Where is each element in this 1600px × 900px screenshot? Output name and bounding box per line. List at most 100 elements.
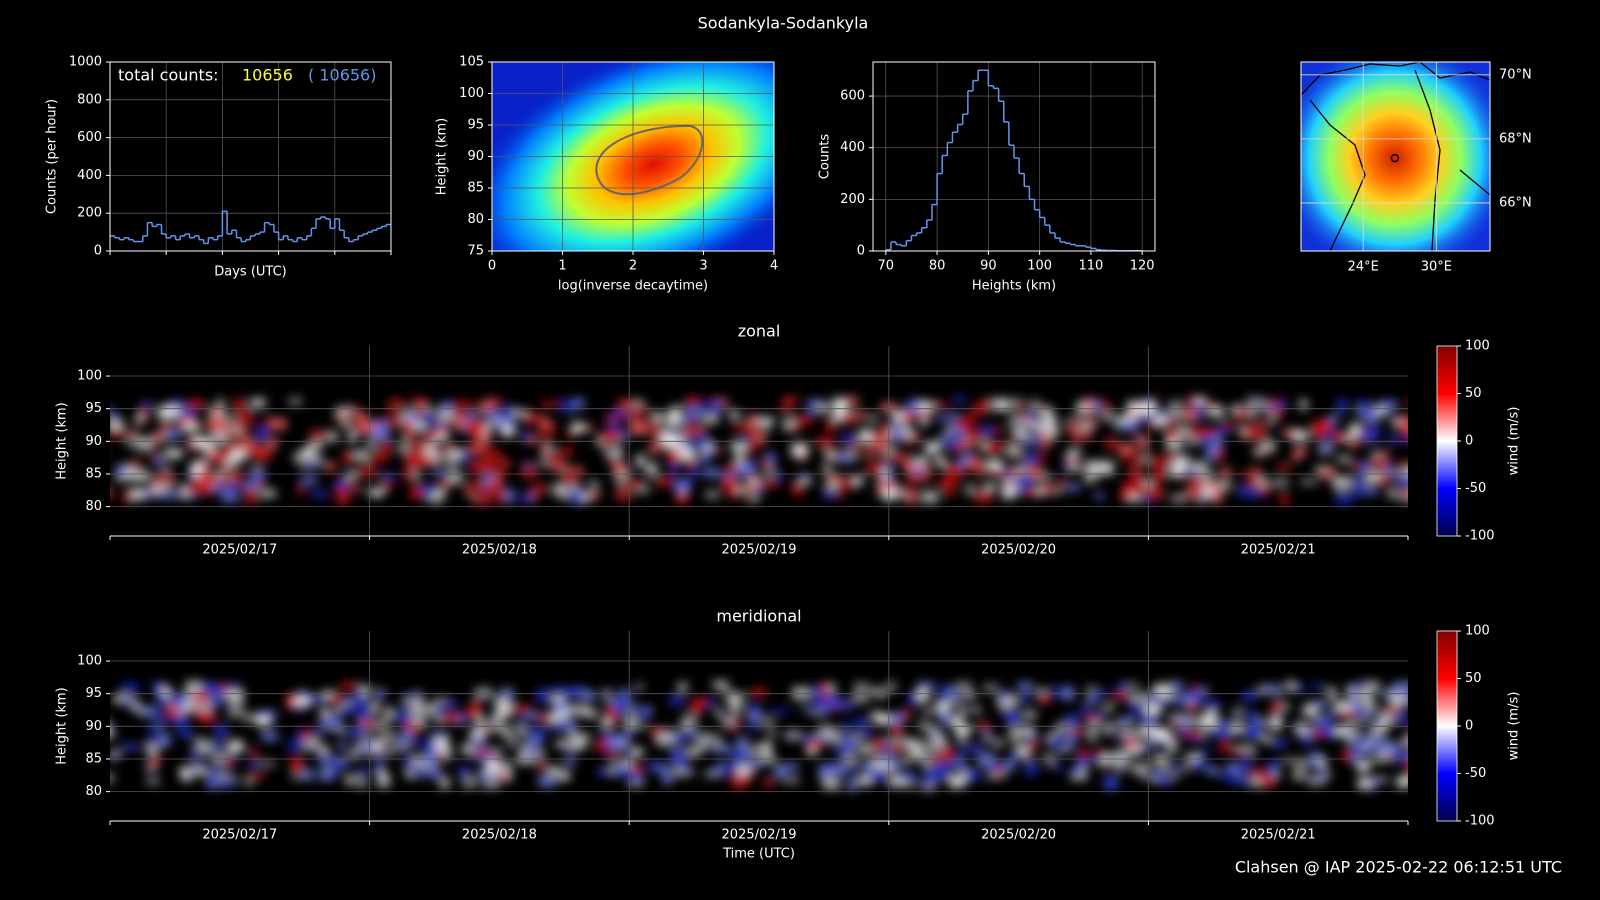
wind-cell (406, 765, 419, 772)
wind-cell (157, 685, 171, 697)
wind-cell (475, 749, 492, 756)
wind-cell (160, 422, 172, 431)
wind-cell (585, 708, 597, 719)
wind-cell (482, 473, 494, 488)
wind-cell (827, 484, 836, 493)
wind-cell (602, 447, 621, 456)
wind-cell (1369, 723, 1385, 735)
wind-cell (1244, 729, 1261, 739)
wind-cell (1024, 711, 1037, 719)
wind-cell (484, 417, 498, 429)
wind-cell (198, 712, 210, 723)
wind-cell (464, 412, 476, 424)
wind-cell (202, 474, 211, 486)
wind-cell (746, 702, 759, 715)
wind-cell (846, 733, 864, 741)
wind-cell (423, 411, 436, 426)
wind-cell (482, 778, 500, 789)
wind-cell (1098, 461, 1114, 475)
wind-cell (872, 459, 883, 473)
wind-cell (1307, 775, 1326, 786)
wind-cell (690, 703, 703, 714)
wind-cell (1139, 452, 1151, 466)
wind-cell (1240, 692, 1255, 702)
wind-cell (1006, 445, 1023, 458)
wind-cell (1216, 424, 1231, 435)
wind-cell (960, 419, 973, 433)
wind-cell (856, 717, 869, 729)
wind-cell (342, 450, 353, 464)
wind-cell (916, 682, 935, 689)
wind-cell (192, 702, 211, 713)
wind-cell (146, 778, 160, 785)
wind-cell (558, 464, 570, 474)
wind-cell (855, 412, 867, 419)
wind-cell (348, 433, 357, 443)
wind-cell (765, 452, 776, 465)
wind-cell (516, 755, 534, 765)
wind-cell (541, 400, 559, 408)
wind-cell (426, 744, 437, 753)
wind-cell (921, 756, 933, 769)
wind-cell (1336, 492, 1351, 505)
wind-cell (1035, 687, 1049, 698)
wind-cell (760, 717, 775, 728)
wind-cell (554, 685, 564, 697)
wind-cell (1160, 418, 1178, 425)
wind-cell (853, 682, 865, 697)
wind-cell (1087, 693, 1099, 703)
wind-cell (831, 697, 846, 708)
wind-cell (843, 410, 858, 419)
wind-cell (1293, 726, 1310, 733)
wind-cell (1130, 693, 1149, 703)
wind-cell (1311, 713, 1324, 723)
wind-cell (433, 697, 450, 709)
wind-cell (1387, 490, 1398, 498)
y-tick-label: 85 (467, 181, 484, 196)
x-tick-label: 2 (629, 259, 637, 274)
wind-cell (218, 768, 230, 782)
wind-cell (627, 772, 642, 785)
wind-cell (248, 759, 258, 769)
wind-cell (1169, 427, 1179, 441)
wind-cell (704, 697, 717, 708)
wind-cell (1051, 763, 1062, 770)
wind-cell (1131, 452, 1143, 464)
wind-cell (232, 448, 245, 459)
wind-cell (872, 466, 882, 476)
wind-cell (1146, 418, 1156, 428)
wind-cell (632, 747, 644, 757)
wind-cell (145, 764, 157, 773)
wind-cell (535, 413, 545, 425)
wind-cell (1205, 766, 1221, 775)
wind-cell (313, 455, 323, 465)
wind-cell (870, 756, 888, 768)
wind-cell (1349, 491, 1362, 499)
y-tick-label: 75 (467, 244, 484, 259)
wind-cell (263, 415, 273, 430)
wind-cell (898, 710, 913, 718)
wind-cell (1045, 732, 1056, 746)
wind-cell (1001, 487, 1017, 499)
wind-cell (1009, 728, 1021, 737)
wind-cell (1366, 744, 1382, 752)
wind-cell (438, 478, 452, 490)
wind-cell (121, 681, 139, 696)
wind-cell (451, 414, 465, 429)
wind-cell (1051, 486, 1064, 496)
wind-cell (147, 749, 158, 760)
wind-cell (900, 755, 911, 766)
wind-cell (612, 705, 626, 713)
wind-cell (1353, 475, 1363, 489)
wind-cell (287, 740, 304, 752)
wind-cell (243, 775, 254, 787)
wind-cell (192, 473, 205, 482)
wind-cell (1220, 718, 1230, 731)
wind-cell (651, 726, 665, 737)
x-tick-label: 24°E (1348, 260, 1379, 275)
wind-cell (516, 723, 528, 738)
wind-cell (954, 681, 972, 693)
wind-cell (1300, 478, 1318, 485)
y-tick-label: 80 (85, 784, 102, 799)
